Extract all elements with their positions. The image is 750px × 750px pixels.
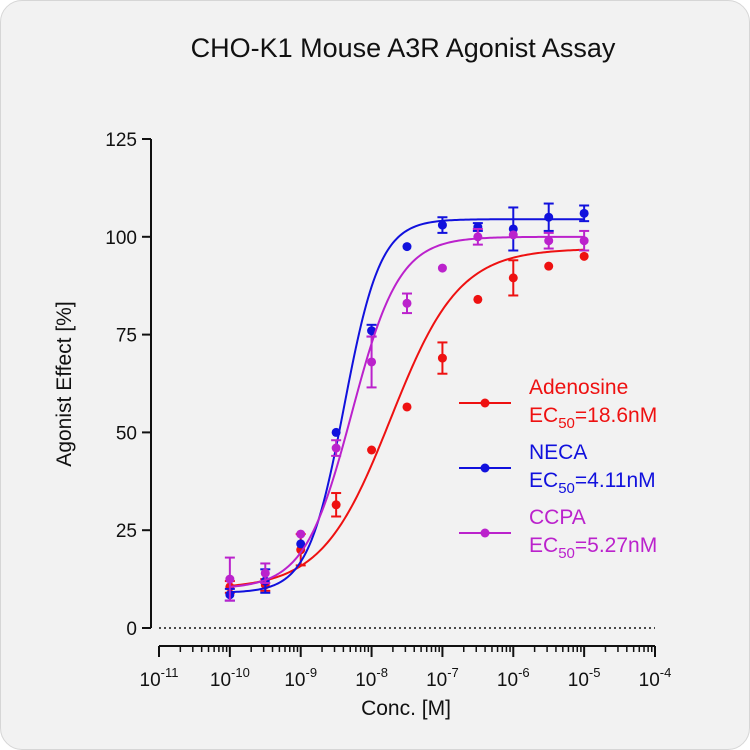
- data-point-ccpa: [260, 568, 270, 578]
- plot-area: 0 25 50 75 100 125 10-11 10-10 10-9 10-8 10-7 10-6 1…: [105, 130, 671, 691]
- legend-series-name: CCPA: [529, 506, 586, 529]
- data-point-adenosine: [437, 353, 447, 363]
- fit-curve-neca: [229, 218, 585, 594]
- data-point-neca: [367, 326, 377, 336]
- legend-ec50-label: EC50=4.11nM: [529, 469, 656, 497]
- x-tick-label: 10-9: [284, 665, 317, 691]
- data-point-adenosine: [508, 273, 518, 283]
- data-point-ccpa: [367, 357, 377, 367]
- data-point-adenosine: [402, 402, 412, 412]
- data-point-ccpa: [331, 443, 341, 453]
- data-point-adenosine: [367, 445, 377, 455]
- data-point-ccpa: [225, 574, 235, 584]
- data-point-adenosine: [544, 261, 554, 271]
- data-point-neca: [544, 212, 554, 222]
- x-tick-label: 10-5: [568, 665, 601, 691]
- y-tick-label: 100: [105, 228, 137, 249]
- x-tick-label: 10-11: [140, 665, 179, 691]
- y-tick-label: 75: [116, 326, 137, 347]
- data-point-adenosine: [473, 294, 483, 304]
- data-point-adenosine: [331, 500, 341, 510]
- y-tick-label: 125: [105, 130, 137, 151]
- x-axis-label: Conc. [M]: [361, 697, 451, 720]
- legend-marker: [480, 528, 490, 538]
- data-point-ccpa: [402, 298, 412, 308]
- data-point-neca: [579, 208, 589, 218]
- data-point-ccpa: [579, 236, 589, 246]
- legend-marker: [480, 398, 490, 408]
- x-tick-label: 10-8: [355, 665, 388, 691]
- data-point-ccpa: [473, 232, 483, 242]
- chart-title: CHO-K1 Mouse A3R Agonist Assay: [191, 33, 616, 63]
- legend-series-name: NECA: [529, 441, 587, 464]
- data-point-adenosine: [579, 251, 589, 261]
- data-point-neca: [437, 220, 447, 230]
- data-point-ccpa: [296, 529, 306, 539]
- x-tick-label: 10-10: [210, 665, 250, 691]
- data-point-neca: [296, 539, 306, 549]
- y-tick-label: 25: [116, 521, 137, 542]
- x-tick-label: 10-4: [639, 665, 672, 691]
- fit-curve-ccpa: [229, 235, 585, 588]
- x-tick-label: 10-6: [497, 665, 530, 691]
- y-axis-label: Agonist Effect [%]: [53, 301, 76, 466]
- data-point-neca: [331, 427, 341, 437]
- data-point-neca: [402, 242, 412, 252]
- y-tick-label: 50: [116, 423, 137, 444]
- legend-marker: [480, 463, 490, 473]
- legend-ec50-label: EC50=5.27nM: [529, 534, 657, 562]
- y-tick-label: 0: [126, 619, 137, 640]
- legend-ec50-label: EC50=18.6nM: [529, 404, 657, 432]
- data-point-ccpa: [437, 263, 447, 273]
- legend-series-name: Adenosine: [529, 376, 628, 399]
- data-point-ccpa: [508, 230, 518, 240]
- x-tick-label: 10-7: [426, 665, 459, 691]
- data-point-ccpa: [544, 236, 554, 246]
- fit-curve-adenosine: [229, 248, 585, 587]
